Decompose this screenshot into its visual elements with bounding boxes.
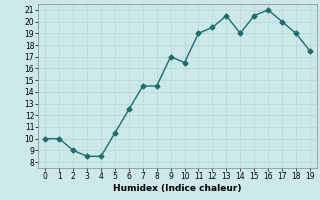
X-axis label: Humidex (Indice chaleur): Humidex (Indice chaleur) [113,184,242,193]
